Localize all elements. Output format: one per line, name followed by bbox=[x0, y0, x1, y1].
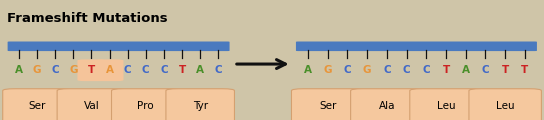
FancyBboxPatch shape bbox=[166, 89, 234, 120]
FancyBboxPatch shape bbox=[351, 89, 423, 120]
Text: C: C bbox=[481, 65, 489, 75]
FancyBboxPatch shape bbox=[8, 42, 230, 51]
FancyBboxPatch shape bbox=[57, 89, 126, 120]
Text: G: G bbox=[33, 65, 41, 75]
Text: Ala: Ala bbox=[379, 101, 395, 111]
Text: Leu: Leu bbox=[496, 101, 515, 111]
FancyBboxPatch shape bbox=[96, 59, 123, 81]
Text: G: G bbox=[69, 65, 77, 75]
Text: C: C bbox=[423, 65, 430, 75]
FancyBboxPatch shape bbox=[292, 89, 364, 120]
FancyBboxPatch shape bbox=[410, 89, 482, 120]
Text: C: C bbox=[124, 65, 132, 75]
FancyBboxPatch shape bbox=[112, 89, 180, 120]
Text: A: A bbox=[15, 65, 23, 75]
FancyBboxPatch shape bbox=[296, 42, 537, 51]
Text: Leu: Leu bbox=[437, 101, 455, 111]
FancyBboxPatch shape bbox=[469, 89, 541, 120]
Text: T: T bbox=[502, 65, 509, 75]
Text: C: C bbox=[160, 65, 168, 75]
Text: T: T bbox=[521, 65, 529, 75]
Text: Tyr: Tyr bbox=[193, 101, 208, 111]
Text: Ser: Ser bbox=[319, 101, 336, 111]
Text: A: A bbox=[196, 65, 204, 75]
Text: C: C bbox=[142, 65, 150, 75]
Text: G: G bbox=[363, 65, 372, 75]
Text: Frameshift Mutations: Frameshift Mutations bbox=[7, 12, 168, 25]
Text: C: C bbox=[51, 65, 59, 75]
FancyBboxPatch shape bbox=[77, 59, 106, 81]
Text: C: C bbox=[344, 65, 351, 75]
Text: Val: Val bbox=[84, 101, 99, 111]
Text: A: A bbox=[304, 65, 312, 75]
FancyBboxPatch shape bbox=[3, 89, 71, 120]
Text: G: G bbox=[324, 65, 332, 75]
Text: C: C bbox=[214, 65, 222, 75]
Text: T: T bbox=[442, 65, 450, 75]
Text: Ser: Ser bbox=[28, 101, 46, 111]
Text: C: C bbox=[403, 65, 410, 75]
Text: T: T bbox=[178, 65, 186, 75]
Text: T: T bbox=[88, 65, 95, 75]
Text: Pro: Pro bbox=[138, 101, 154, 111]
Text: A: A bbox=[462, 65, 469, 75]
Text: A: A bbox=[106, 65, 114, 75]
Text: C: C bbox=[383, 65, 391, 75]
